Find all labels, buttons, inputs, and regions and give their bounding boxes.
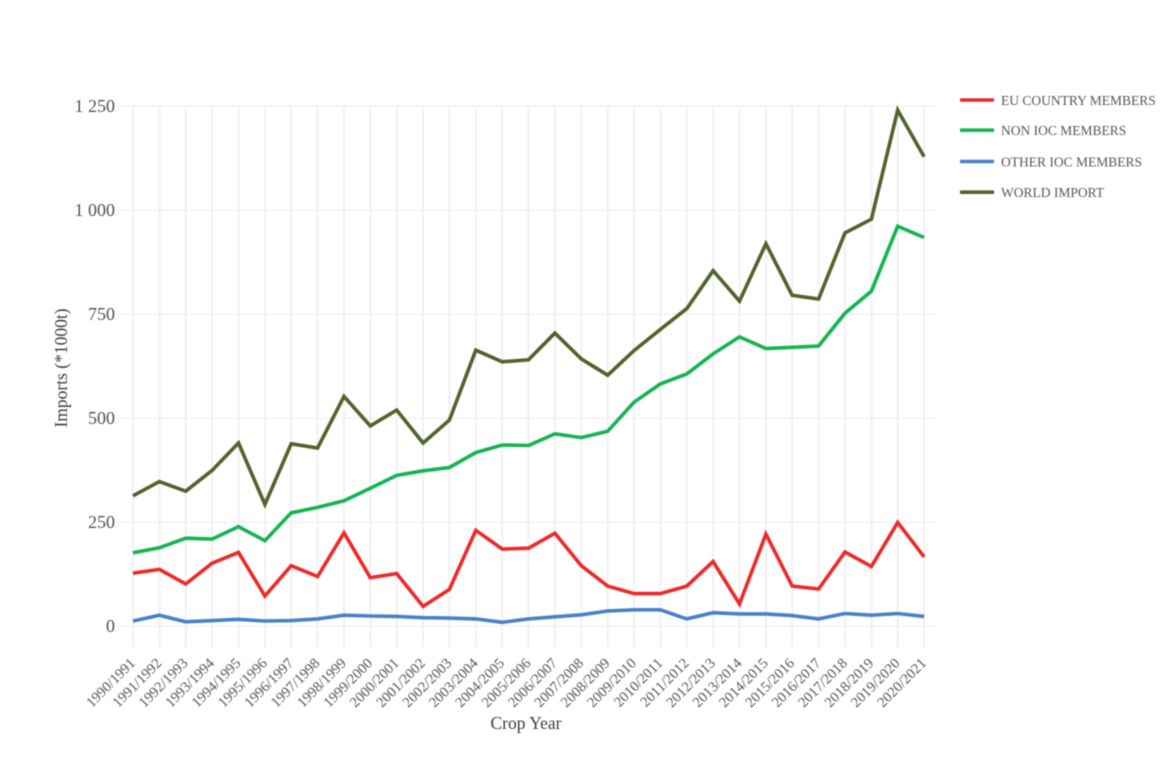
svg-text:1 250: 1 250 (75, 96, 116, 116)
svg-text:1 000: 1 000 (75, 200, 116, 220)
svg-text:750: 750 (88, 304, 115, 324)
svg-text:250: 250 (88, 512, 115, 532)
svg-text:500: 500 (88, 408, 115, 428)
svg-text:Crop Year: Crop Year (491, 713, 562, 733)
svg-text:WORLD IMPORT: WORLD IMPORT (1001, 185, 1105, 200)
svg-text:OTHER IOC MEMBERS: OTHER IOC MEMBERS (1001, 154, 1142, 169)
svg-text:Imports (*1000t): Imports (*1000t) (51, 308, 71, 427)
svg-text:NON IOC MEMBERS: NON IOC MEMBERS (1001, 123, 1126, 138)
svg-text:0: 0 (106, 616, 115, 636)
svg-text:EU COUNTRY MEMBERS: EU COUNTRY MEMBERS (1001, 93, 1156, 108)
